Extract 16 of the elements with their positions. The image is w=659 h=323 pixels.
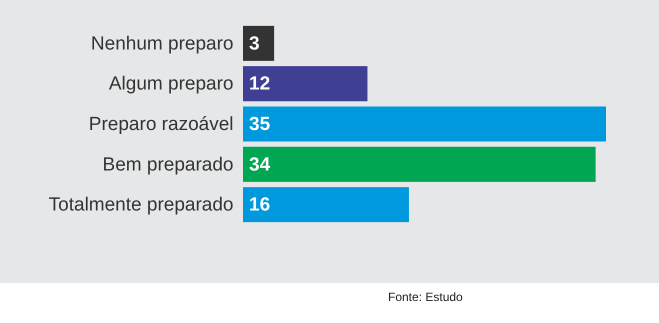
bar	[243, 26, 274, 61]
data-label: 34	[249, 154, 271, 176]
bar	[243, 187, 409, 222]
y-tick-label: Preparo razoável	[88, 114, 234, 135]
bar	[243, 106, 606, 142]
source-note: Fonte: Estudo	[388, 290, 463, 304]
data-label: 16	[249, 194, 270, 216]
data-label: 12	[249, 74, 270, 95]
bar	[243, 66, 368, 102]
y-tick-label: Bem preparado	[102, 154, 234, 176]
y-tick-label: Algum preparo	[108, 74, 234, 95]
y-tick-label: Nenhum preparo	[90, 33, 234, 54]
bar	[243, 146, 596, 182]
data-label: 3	[249, 33, 260, 54]
y-tick-label: Totalmente preparado	[48, 194, 234, 216]
data-label: 35	[249, 114, 271, 135]
